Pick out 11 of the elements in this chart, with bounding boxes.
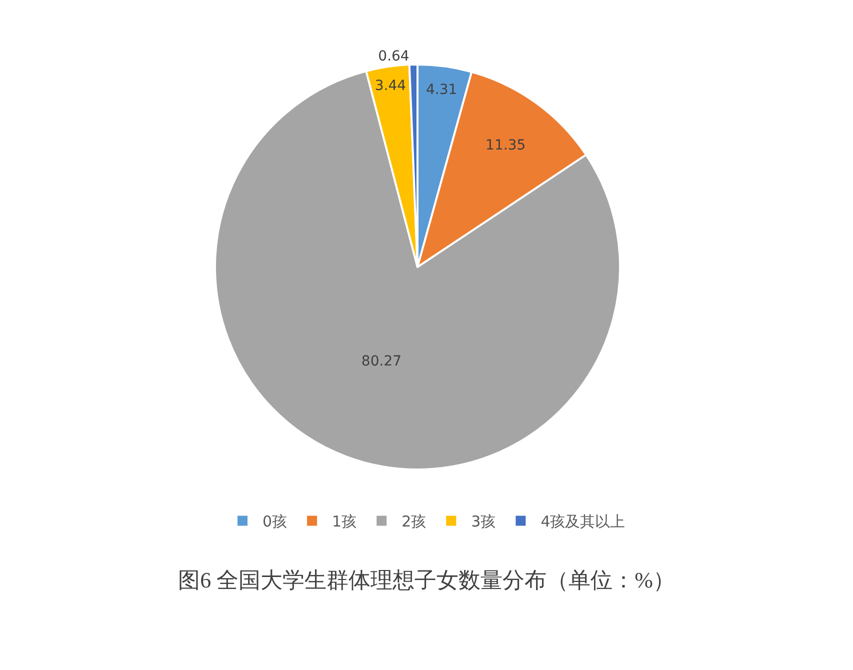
legend-label: 4孩及其以上 [540, 512, 626, 531]
legend-label: 3孩 [471, 512, 496, 531]
legend-label: 1孩 [332, 512, 357, 531]
data-label: 3.44 [374, 78, 406, 94]
data-label: 80.27 [361, 354, 402, 370]
data-label: 11.35 [486, 137, 526, 154]
legend-label: 0孩 [262, 512, 288, 531]
data-label: 4.31 [426, 82, 458, 98]
text: 图6 全国大学生群体理想子女数量分布（单位：%） [178, 568, 675, 593]
legend-label: 2孩 [402, 512, 426, 531]
data-label: 0.64 [378, 48, 410, 65]
